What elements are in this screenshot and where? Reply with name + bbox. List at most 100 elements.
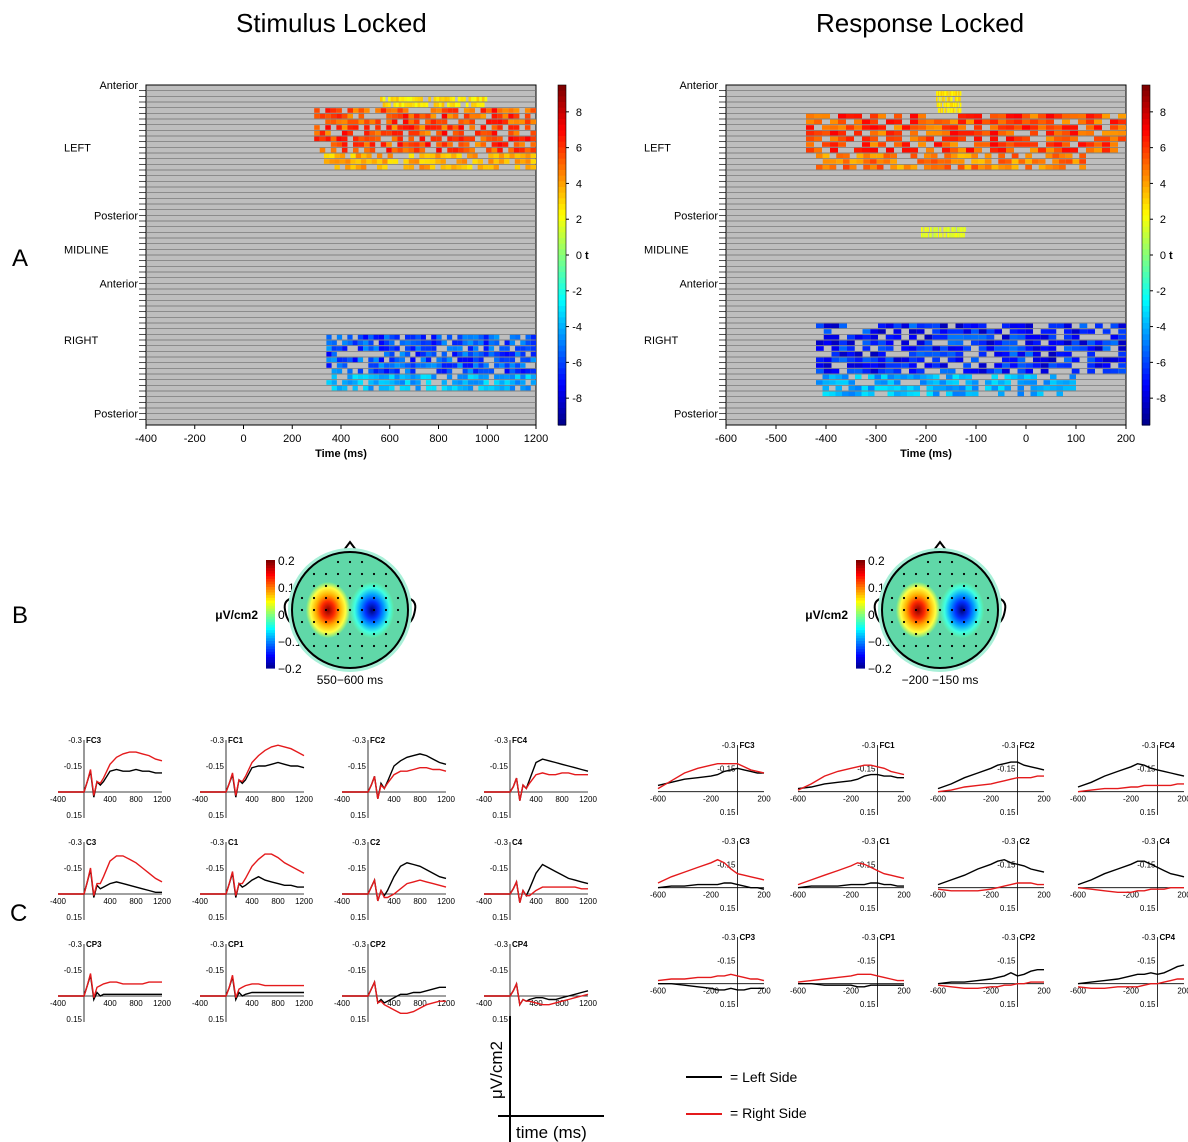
erp-xtick-label: 200 — [1037, 891, 1051, 900]
significant-cell — [369, 119, 376, 125]
colorbar-segment — [1142, 277, 1150, 284]
erp-ytick-label: -0.3 — [722, 837, 736, 846]
significant-cell — [494, 380, 500, 385]
significant-cell — [1017, 374, 1024, 380]
colorbar-tick-label: -2 — [1156, 286, 1166, 298]
significant-cell — [342, 363, 348, 368]
significant-cell — [1030, 119, 1038, 125]
significant-cell — [928, 232, 930, 238]
significant-cell — [1038, 113, 1046, 119]
significant-cell — [524, 125, 531, 130]
significant-cell — [870, 159, 877, 164]
significant-cell — [972, 385, 979, 391]
significant-cell — [508, 130, 514, 136]
topo-colorbar-segment — [266, 587, 275, 591]
significant-cell — [937, 159, 945, 164]
colorbar-segment — [558, 340, 566, 347]
significant-cell — [352, 385, 358, 391]
significant-cell — [525, 340, 531, 346]
topo-colorbar-tick-label: −0.2 — [868, 662, 892, 676]
axis-key: μV/cm2 time (ms) — [487, 1016, 604, 1142]
colorbar-segment — [1142, 175, 1150, 182]
significant-cell — [330, 147, 337, 153]
significant-cell — [408, 153, 415, 159]
significant-cell — [493, 153, 499, 159]
significant-cell — [398, 96, 402, 102]
electrode-dot — [914, 644, 918, 648]
significant-cell — [918, 119, 926, 125]
significant-cell — [389, 346, 395, 351]
significant-cell — [462, 374, 468, 380]
significant-cell — [1118, 125, 1126, 130]
significant-cell — [520, 346, 526, 351]
significant-cell — [1030, 391, 1037, 397]
significant-cell — [935, 227, 937, 232]
significant-cell — [894, 136, 902, 142]
significant-cell — [950, 130, 958, 136]
significant-cell — [878, 329, 886, 334]
significant-cell — [956, 108, 958, 113]
significant-cell — [951, 102, 953, 108]
erp-xtick-label: 800 — [413, 795, 427, 804]
significant-cell — [934, 130, 942, 136]
significant-cell — [943, 227, 945, 232]
significant-cell — [1033, 346, 1041, 351]
significant-cell — [336, 368, 343, 374]
significant-cell — [402, 125, 409, 130]
erp-left-side-line — [657, 767, 764, 787]
significant-cell — [944, 91, 946, 96]
significant-cell — [504, 363, 510, 368]
significant-cell — [478, 385, 484, 391]
erp-ytick-label: -0.3 — [494, 736, 508, 745]
significant-cell — [491, 142, 498, 147]
electrode-name: C3 — [86, 838, 97, 847]
colorbar-segment — [1142, 141, 1150, 148]
significant-cell — [334, 153, 340, 159]
significant-cell — [478, 357, 484, 363]
erp-right-side-line — [58, 973, 162, 998]
significant-cell — [326, 334, 332, 340]
significant-cell — [861, 391, 868, 397]
significant-cell — [937, 91, 939, 96]
significant-cell — [965, 385, 972, 391]
significant-cell — [1014, 142, 1022, 147]
significant-cell — [902, 142, 910, 147]
significant-cell — [878, 351, 886, 357]
significant-cell — [475, 142, 481, 147]
significant-cell — [460, 96, 464, 102]
significant-cell — [378, 385, 385, 391]
significant-cell — [414, 96, 418, 102]
colorbar-segment — [558, 289, 566, 296]
significant-cell — [410, 346, 416, 351]
colorbar-segment — [558, 181, 566, 188]
erp-xtick-label: -400 — [50, 897, 67, 906]
significant-cell — [846, 136, 854, 142]
erp-right-side-line — [200, 853, 305, 896]
topo-colorbar-segment — [266, 654, 275, 658]
electrode-dot — [324, 608, 328, 612]
significant-cell — [385, 102, 389, 108]
significant-cell — [1045, 164, 1053, 170]
significant-cell — [497, 119, 503, 125]
significant-cell — [479, 96, 482, 102]
significant-cell — [329, 153, 335, 159]
significant-cell — [939, 108, 941, 113]
significant-cell — [952, 232, 954, 238]
legend-right-label: = Right Side — [730, 1105, 807, 1121]
significant-cell — [916, 357, 925, 363]
erp-ytick-label: 0.15 — [1140, 1000, 1156, 1009]
significant-cell — [440, 164, 446, 170]
significant-cell — [926, 125, 934, 130]
significant-cell — [433, 102, 437, 108]
colorbar-segment — [558, 317, 566, 324]
significant-cell — [447, 102, 450, 108]
electrode-dot — [348, 560, 352, 564]
significant-cell — [952, 102, 954, 108]
significant-cell — [951, 91, 952, 96]
significant-cell — [901, 346, 909, 351]
erp-ytick-label: 0.15 — [720, 808, 736, 817]
colorbar-segment — [1142, 345, 1150, 352]
significant-cell — [1024, 380, 1031, 385]
significant-cell — [363, 385, 369, 391]
